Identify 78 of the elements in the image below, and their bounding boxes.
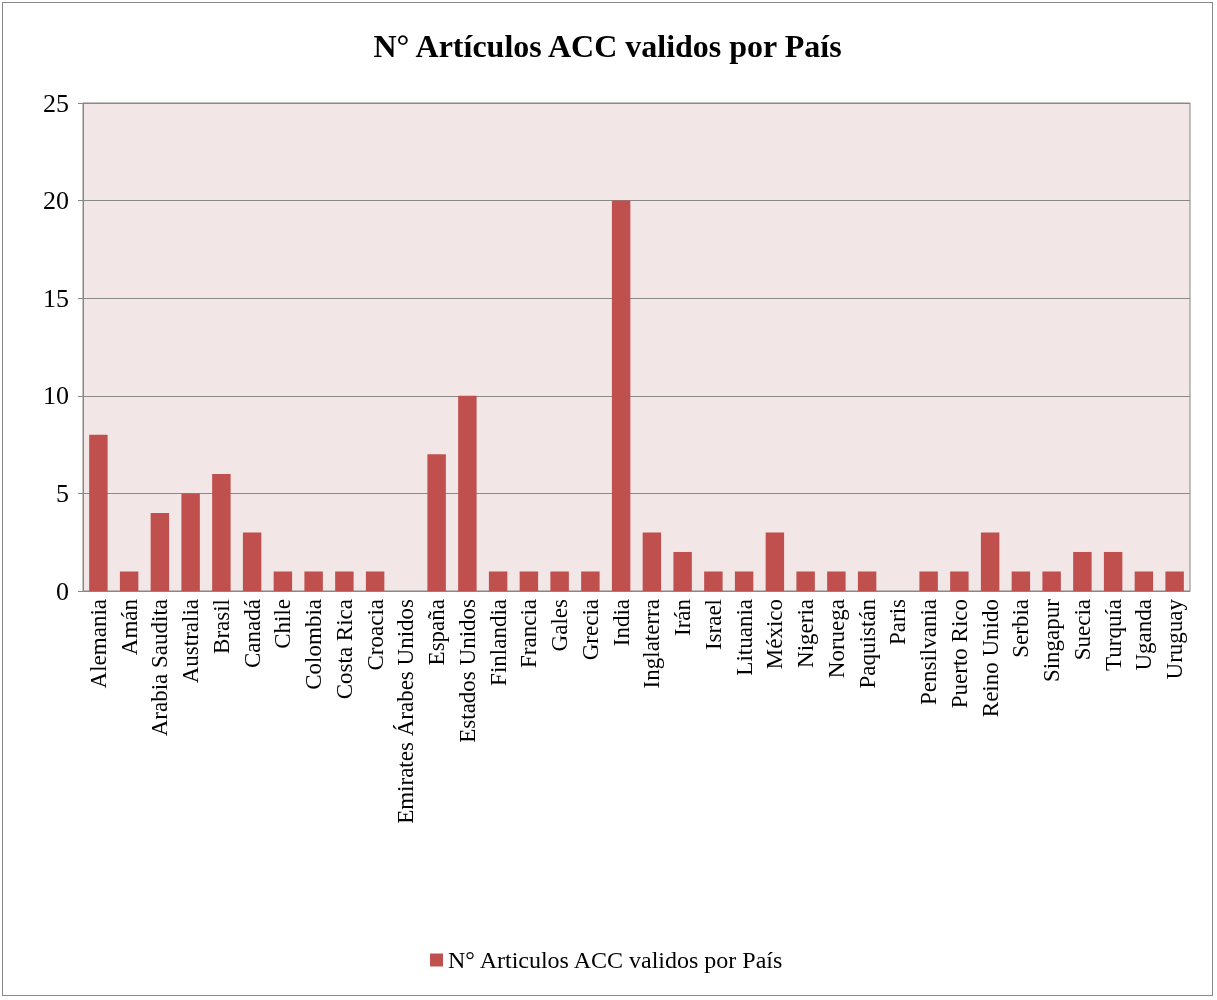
y-tick-label: 10	[43, 381, 69, 411]
x-tick-label: India	[608, 599, 634, 647]
bar	[642, 532, 662, 591]
bar	[550, 571, 569, 591]
x-tick-label: Croacia	[362, 599, 388, 671]
bar	[365, 571, 385, 591]
x-tick-label: Finlandia	[485, 599, 511, 686]
bar	[734, 571, 754, 591]
x-tick-label: Emirates Árabes Unidos	[393, 598, 419, 824]
bar	[1103, 551, 1123, 591]
bar	[1042, 571, 1061, 591]
bar	[458, 395, 477, 591]
x-tick-label: Pensilvania	[916, 599, 942, 706]
x-tick-label: Singapur	[1039, 598, 1065, 683]
x-tick-label: Francia	[516, 599, 542, 668]
bar	[150, 512, 170, 591]
y-tick-label: 15	[43, 283, 69, 313]
bar	[519, 571, 539, 591]
x-tick-label: Grecia	[577, 599, 603, 661]
x-tick-label: Uganda	[1131, 599, 1157, 671]
x-tick-label: Nigeria	[793, 599, 819, 668]
x-tick-label: Australia	[178, 599, 204, 684]
bar	[704, 571, 723, 591]
bar	[919, 571, 938, 591]
x-tick-label: Estados Unidos	[454, 598, 480, 743]
chart-title: N° Artículos ACC validos por País	[373, 28, 842, 64]
bar	[1073, 551, 1092, 591]
bar	[89, 434, 108, 591]
x-tick-label: México	[762, 599, 788, 670]
bar	[980, 532, 1000, 591]
bar	[673, 551, 692, 591]
y-tick-label: 25	[43, 88, 69, 118]
bar	[765, 532, 785, 591]
x-tick-label: Chile	[270, 599, 296, 649]
x-tick-label: Canadá	[239, 599, 265, 668]
x-tick-label: Irán	[670, 598, 696, 637]
x-tick-label: Lituania	[731, 599, 757, 676]
bar	[335, 571, 354, 591]
bar	[857, 571, 877, 591]
x-tick-label: Arabia Saudita	[147, 599, 173, 737]
y-tick-label: 5	[56, 478, 69, 508]
bar	[488, 571, 508, 591]
bar	[611, 200, 631, 591]
bar	[1165, 571, 1184, 591]
bar	[119, 571, 139, 591]
x-tick-label: Israel	[700, 599, 726, 651]
x-tick-label: Colombia	[301, 599, 327, 690]
x-tick-label: Inglaterra	[639, 599, 665, 689]
x-tick-label: Paris	[885, 598, 911, 645]
x-tick-label: Costa Rica	[331, 599, 357, 700]
y-tick-label: 20	[43, 186, 69, 216]
bar	[181, 493, 200, 591]
x-tick-label: Uruguay	[1162, 598, 1188, 680]
x-tick-label: Paquistán	[854, 598, 880, 689]
legend-label: N° Articulos ACC validos por País	[448, 947, 783, 973]
bar	[827, 571, 846, 591]
bar	[304, 571, 323, 591]
x-tick-label: Serbia	[1008, 599, 1034, 658]
bar	[242, 532, 262, 591]
bar	[950, 571, 969, 591]
bar	[581, 571, 600, 591]
x-tick-label: Amán	[116, 598, 142, 656]
x-tick-label: Turquía	[1100, 599, 1126, 671]
bar	[427, 454, 446, 591]
x-tick-label: Reino Unido	[977, 599, 1003, 718]
x-tick-label: España	[424, 599, 450, 666]
x-tick-label: Alemania	[85, 599, 111, 689]
bar	[796, 571, 815, 591]
x-tick-label: Gales	[547, 598, 573, 652]
x-tick-label: Brasil	[208, 599, 234, 654]
x-tick-label: Suecia	[1069, 599, 1095, 661]
bar	[1011, 571, 1031, 591]
x-tick-label: Puerto Rico	[946, 599, 972, 709]
bar	[273, 571, 293, 591]
x-tick-label: Noruega	[823, 599, 849, 679]
bar	[212, 473, 231, 591]
y-tick-label: 0	[56, 576, 69, 606]
bar	[1134, 571, 1154, 591]
